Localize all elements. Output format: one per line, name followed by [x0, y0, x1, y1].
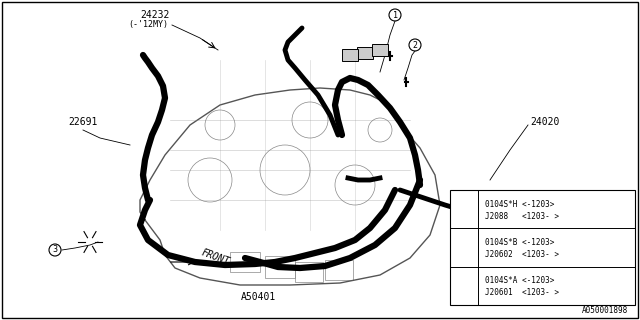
- Text: 1: 1: [392, 11, 397, 20]
- Bar: [265, 256, 295, 278]
- Text: J2088   <1203- >: J2088 <1203- >: [485, 212, 559, 221]
- Text: (-'12MY): (-'12MY): [128, 20, 168, 29]
- Bar: [295, 262, 323, 282]
- Bar: [342, 49, 358, 61]
- Text: 24232: 24232: [140, 10, 170, 20]
- Text: 0104S*A <-1203>: 0104S*A <-1203>: [485, 276, 554, 285]
- Bar: [450, 190, 635, 305]
- Text: FRONT: FRONT: [200, 248, 231, 267]
- Text: 2: 2: [413, 41, 417, 50]
- Text: 1: 1: [461, 205, 467, 214]
- Text: 22691: 22691: [68, 117, 98, 127]
- Text: 3: 3: [461, 281, 467, 290]
- Text: 3: 3: [52, 245, 58, 254]
- Text: 24020: 24020: [530, 117, 559, 127]
- Text: 0104S*B <-1203>: 0104S*B <-1203>: [485, 238, 554, 247]
- Text: J20601  <1203- >: J20601 <1203- >: [485, 288, 559, 297]
- Bar: [230, 252, 260, 272]
- Bar: [372, 44, 388, 56]
- Text: 2: 2: [461, 243, 467, 252]
- Bar: [325, 260, 353, 280]
- Text: J20602  <1203- >: J20602 <1203- >: [485, 250, 559, 259]
- Text: A050001898: A050001898: [582, 306, 628, 315]
- Bar: [455, 197, 493, 225]
- Text: A50401: A50401: [241, 292, 276, 302]
- Text: 0104S*H <-1203>: 0104S*H <-1203>: [485, 200, 554, 209]
- Bar: [357, 47, 373, 59]
